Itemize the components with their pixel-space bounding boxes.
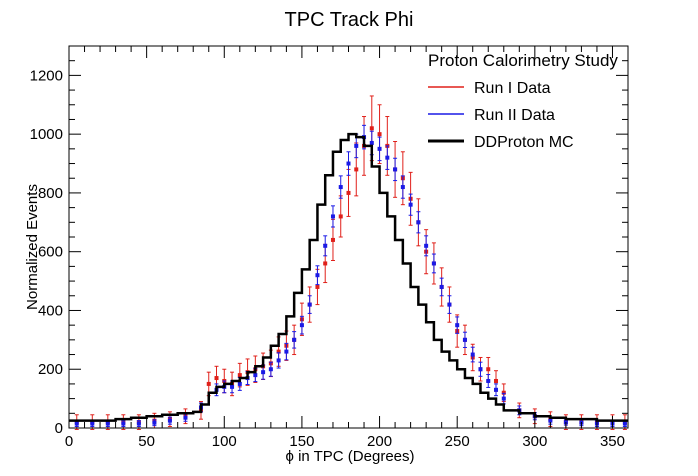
y-tick-label: 1000 <box>30 126 63 143</box>
legend-items: Run I Data Run II Data DDProton MC <box>428 80 574 151</box>
data-point <box>90 421 95 426</box>
data-point <box>323 243 328 248</box>
data-point <box>346 161 351 166</box>
data-point <box>447 302 452 307</box>
x-tick-label: 150 <box>289 433 314 450</box>
x-tick-label: 100 <box>212 433 237 450</box>
x-tick-label: 0 <box>65 433 73 450</box>
y-tick-label: 400 <box>38 302 63 319</box>
x-axis-label: ϕ in TPC (Degrees) <box>286 448 415 465</box>
data-point <box>323 261 328 266</box>
data-point <box>121 421 126 426</box>
data-point <box>136 421 141 426</box>
data-point <box>494 378 499 383</box>
data-point <box>462 337 467 342</box>
data-point <box>354 143 359 148</box>
data-point <box>346 190 351 195</box>
data-point <box>230 384 235 389</box>
series-run-ii-data <box>74 124 627 428</box>
y-tick-label: 600 <box>38 244 63 261</box>
data-point <box>74 421 79 426</box>
data-point <box>494 387 499 392</box>
plot-area <box>69 95 628 430</box>
legend-label: DDProton MC <box>474 134 574 151</box>
legend-title: Proton Calorimetry Study <box>428 51 618 70</box>
data-point <box>330 214 335 219</box>
data-point <box>455 323 460 328</box>
data-point <box>354 167 359 172</box>
data-point <box>253 373 258 378</box>
data-point <box>416 220 421 225</box>
data-point <box>478 367 483 372</box>
legend-label: Run I Data <box>474 80 551 97</box>
data-point <box>167 418 172 423</box>
data-point <box>307 302 312 307</box>
data-point <box>377 146 382 151</box>
y-tick-label: 1200 <box>30 67 63 84</box>
y-axis-label: Normalized Events <box>24 184 41 310</box>
data-point <box>431 261 436 266</box>
data-point <box>408 202 413 207</box>
y-tick-label: 800 <box>38 185 63 202</box>
data-point <box>330 237 335 242</box>
x-tick-label: 300 <box>522 433 547 450</box>
data-point <box>237 373 242 378</box>
data-point <box>501 390 506 395</box>
data-point <box>385 155 390 160</box>
data-point <box>501 396 506 401</box>
data-point <box>393 167 398 172</box>
data-point <box>400 185 405 190</box>
x-tick-label: 350 <box>600 433 625 450</box>
data-point <box>183 415 188 420</box>
data-point <box>369 140 374 145</box>
data-point <box>214 376 219 381</box>
x-tick-label: 200 <box>367 433 392 450</box>
data-point <box>105 421 110 426</box>
data-point <box>152 420 157 425</box>
data-point <box>486 378 491 383</box>
data-point <box>622 421 627 426</box>
data-point <box>315 284 320 289</box>
axes: 0 50 100 150 200 250 300 350 0 200 400 600 800 1000 12… <box>30 45 629 450</box>
data-point <box>338 214 343 219</box>
x-tick-label: 250 <box>445 433 470 450</box>
mc-step-line <box>69 132 628 422</box>
series-ddproton-mc <box>69 132 628 422</box>
data-point <box>292 337 297 342</box>
data-point <box>369 126 374 131</box>
data-point <box>237 381 242 386</box>
data-point <box>486 367 491 372</box>
data-point <box>299 323 304 328</box>
y-tick-label: 0 <box>55 420 63 437</box>
data-point <box>268 367 273 372</box>
data-point <box>261 370 266 375</box>
data-point <box>276 358 281 363</box>
data-point <box>548 418 553 423</box>
data-point <box>206 381 211 386</box>
data-point <box>470 352 475 357</box>
y-tick-label: 200 <box>38 361 63 378</box>
data-point <box>284 349 289 354</box>
data-point <box>439 284 444 289</box>
x-tick-label: 50 <box>138 433 155 450</box>
data-point <box>315 273 320 278</box>
legend-label: Run II Data <box>474 107 555 124</box>
chart-title: TPC Track Phi <box>285 9 414 31</box>
data-point <box>338 185 343 190</box>
data-point <box>377 132 382 137</box>
plot-frame <box>68 45 629 429</box>
data-point <box>424 243 429 248</box>
data-point <box>276 349 281 354</box>
